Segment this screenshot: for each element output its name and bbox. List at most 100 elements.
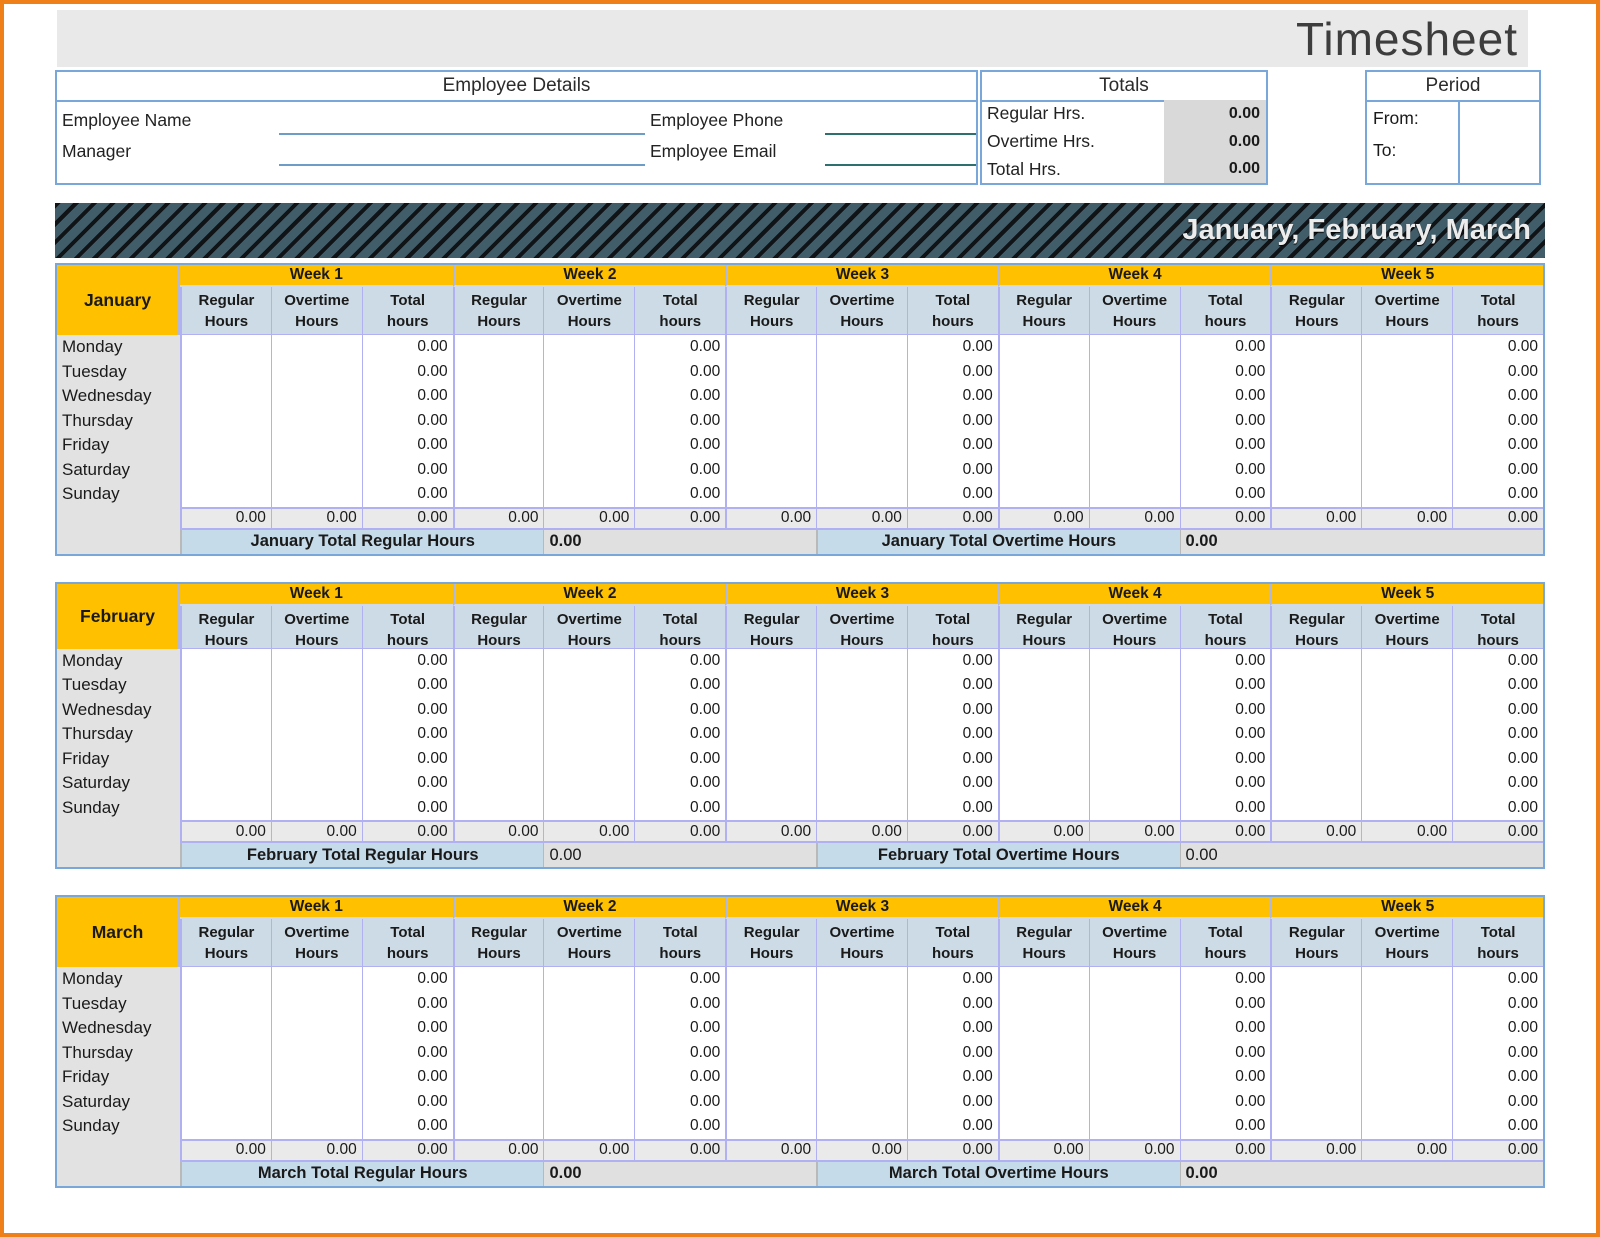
hours-entry-cell[interactable] bbox=[1270, 482, 1362, 507]
hours-entry-cell[interactable] bbox=[1088, 967, 1180, 992]
hours-entry-cell[interactable] bbox=[543, 722, 635, 747]
hours-entry-cell[interactable] bbox=[1270, 457, 1362, 482]
hours-entry-cell[interactable] bbox=[452, 648, 544, 673]
hours-entry-cell[interactable] bbox=[1088, 433, 1180, 458]
hours-entry-cell[interactable] bbox=[270, 1040, 362, 1065]
hours-entry-cell[interactable] bbox=[997, 746, 1089, 771]
hours-entry-cell[interactable] bbox=[452, 1040, 544, 1065]
hours-entry-cell[interactable] bbox=[1088, 648, 1180, 673]
hours-entry-cell[interactable] bbox=[725, 746, 817, 771]
hours-entry-cell[interactable] bbox=[997, 359, 1089, 384]
hours-entry-cell[interactable] bbox=[1088, 457, 1180, 482]
hours-entry-cell[interactable] bbox=[180, 1065, 271, 1090]
hours-entry-cell[interactable] bbox=[1361, 771, 1453, 796]
hours-entry-cell[interactable] bbox=[997, 1016, 1089, 1041]
hours-entry-cell[interactable] bbox=[543, 991, 635, 1016]
hours-entry-cell[interactable] bbox=[1270, 1065, 1362, 1090]
hours-entry-cell[interactable] bbox=[1088, 384, 1180, 409]
hours-entry-cell[interactable] bbox=[725, 433, 817, 458]
hours-entry-cell[interactable] bbox=[270, 1065, 362, 1090]
hours-entry-cell[interactable] bbox=[997, 795, 1089, 820]
hours-entry-cell[interactable] bbox=[725, 335, 817, 360]
hours-entry-cell[interactable] bbox=[997, 482, 1089, 507]
hours-entry-cell[interactable] bbox=[997, 1089, 1089, 1114]
hours-entry-cell[interactable] bbox=[725, 673, 817, 698]
hours-entry-cell[interactable] bbox=[452, 673, 544, 698]
hours-entry-cell[interactable] bbox=[180, 697, 271, 722]
hours-entry-cell[interactable] bbox=[270, 359, 362, 384]
hours-entry-cell[interactable] bbox=[180, 771, 271, 796]
hours-entry-cell[interactable] bbox=[997, 457, 1089, 482]
hours-entry-cell[interactable] bbox=[816, 457, 907, 482]
hours-entry-cell[interactable] bbox=[270, 648, 362, 673]
hours-entry-cell[interactable] bbox=[816, 991, 907, 1016]
hours-entry-cell[interactable] bbox=[180, 1040, 271, 1065]
hours-entry-cell[interactable] bbox=[1088, 673, 1180, 698]
period-value-cells[interactable] bbox=[1460, 100, 1539, 183]
hours-entry-cell[interactable] bbox=[816, 1065, 907, 1090]
hours-entry-cell[interactable] bbox=[180, 433, 271, 458]
hours-entry-cell[interactable] bbox=[1270, 967, 1362, 992]
hours-entry-cell[interactable] bbox=[1088, 1114, 1180, 1139]
hours-entry-cell[interactable] bbox=[180, 408, 271, 433]
hours-entry-cell[interactable] bbox=[1270, 1016, 1362, 1041]
hours-entry-cell[interactable] bbox=[543, 967, 635, 992]
hours-entry-cell[interactable] bbox=[725, 1040, 817, 1065]
employee-phone-input[interactable] bbox=[825, 133, 976, 135]
hours-entry-cell[interactable] bbox=[543, 408, 635, 433]
hours-entry-cell[interactable] bbox=[725, 359, 817, 384]
hours-entry-cell[interactable] bbox=[180, 648, 271, 673]
hours-entry-cell[interactable] bbox=[1361, 795, 1453, 820]
hours-entry-cell[interactable] bbox=[270, 457, 362, 482]
hours-entry-cell[interactable] bbox=[816, 697, 907, 722]
hours-entry-cell[interactable] bbox=[270, 384, 362, 409]
hours-entry-cell[interactable] bbox=[816, 746, 907, 771]
hours-entry-cell[interactable] bbox=[270, 335, 362, 360]
hours-entry-cell[interactable] bbox=[1361, 335, 1453, 360]
hours-entry-cell[interactable] bbox=[725, 991, 817, 1016]
hours-entry-cell[interactable] bbox=[1270, 384, 1362, 409]
hours-entry-cell[interactable] bbox=[452, 722, 544, 747]
hours-entry-cell[interactable] bbox=[270, 1016, 362, 1041]
hours-entry-cell[interactable] bbox=[270, 408, 362, 433]
hours-entry-cell[interactable] bbox=[1088, 1065, 1180, 1090]
hours-entry-cell[interactable] bbox=[270, 1089, 362, 1114]
hours-entry-cell[interactable] bbox=[816, 384, 907, 409]
hours-entry-cell[interactable] bbox=[725, 408, 817, 433]
hours-entry-cell[interactable] bbox=[180, 359, 271, 384]
hours-entry-cell[interactable] bbox=[1361, 408, 1453, 433]
hours-entry-cell[interactable] bbox=[543, 1040, 635, 1065]
hours-entry-cell[interactable] bbox=[270, 771, 362, 796]
hours-entry-cell[interactable] bbox=[452, 697, 544, 722]
hours-entry-cell[interactable] bbox=[1361, 1114, 1453, 1139]
hours-entry-cell[interactable] bbox=[725, 697, 817, 722]
hours-entry-cell[interactable] bbox=[543, 648, 635, 673]
hours-entry-cell[interactable] bbox=[180, 722, 271, 747]
hours-entry-cell[interactable] bbox=[1088, 771, 1180, 796]
hours-entry-cell[interactable] bbox=[816, 1016, 907, 1041]
hours-entry-cell[interactable] bbox=[816, 433, 907, 458]
hours-entry-cell[interactable] bbox=[816, 1040, 907, 1065]
hours-entry-cell[interactable] bbox=[543, 673, 635, 698]
hours-entry-cell[interactable] bbox=[1088, 746, 1180, 771]
hours-entry-cell[interactable] bbox=[1361, 1016, 1453, 1041]
hours-entry-cell[interactable] bbox=[725, 1016, 817, 1041]
hours-entry-cell[interactable] bbox=[543, 433, 635, 458]
hours-entry-cell[interactable] bbox=[1270, 697, 1362, 722]
hours-entry-cell[interactable] bbox=[1361, 1040, 1453, 1065]
hours-entry-cell[interactable] bbox=[452, 457, 544, 482]
hours-entry-cell[interactable] bbox=[543, 1089, 635, 1114]
hours-entry-cell[interactable] bbox=[816, 408, 907, 433]
hours-entry-cell[interactable] bbox=[180, 1089, 271, 1114]
hours-entry-cell[interactable] bbox=[270, 722, 362, 747]
hours-entry-cell[interactable] bbox=[1270, 795, 1362, 820]
hours-entry-cell[interactable] bbox=[1270, 673, 1362, 698]
hours-entry-cell[interactable] bbox=[816, 673, 907, 698]
hours-entry-cell[interactable] bbox=[997, 967, 1089, 992]
hours-entry-cell[interactable] bbox=[997, 673, 1089, 698]
hours-entry-cell[interactable] bbox=[816, 1114, 907, 1139]
hours-entry-cell[interactable] bbox=[270, 482, 362, 507]
hours-entry-cell[interactable] bbox=[1088, 1016, 1180, 1041]
hours-entry-cell[interactable] bbox=[816, 967, 907, 992]
hours-entry-cell[interactable] bbox=[1088, 1040, 1180, 1065]
